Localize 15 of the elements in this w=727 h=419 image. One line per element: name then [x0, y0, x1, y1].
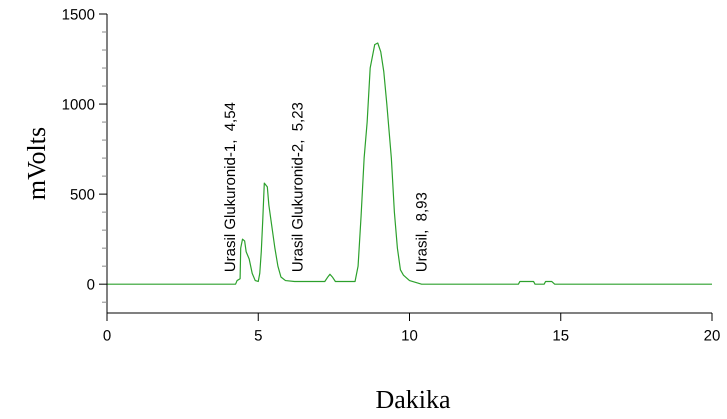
- x-tick-label: 5: [254, 327, 262, 344]
- annotation: Urasil Glukuronid-1, 4,54: [222, 102, 240, 272]
- x-tick-label: 0: [102, 327, 112, 344]
- y-tick-label: 1500: [62, 6, 95, 24]
- line-series: [106, 42, 713, 285]
- x-tick-label: 10: [401, 327, 418, 344]
- y-tick-label: 1000: [62, 96, 95, 114]
- y-axis-title: mVolts: [22, 126, 51, 200]
- x-axis-title: Dakika: [375, 385, 451, 414]
- annotation: Urasil Glukuronid-2, 5,23: [290, 102, 307, 272]
- y-tick-label: 500: [70, 186, 95, 204]
- annotation: Urasil, 8,93: [414, 192, 431, 272]
- x-tick-label: 15: [552, 327, 570, 344]
- x-tick-label: 20: [704, 327, 720, 344]
- y-tick-label: 0: [86, 276, 95, 294]
